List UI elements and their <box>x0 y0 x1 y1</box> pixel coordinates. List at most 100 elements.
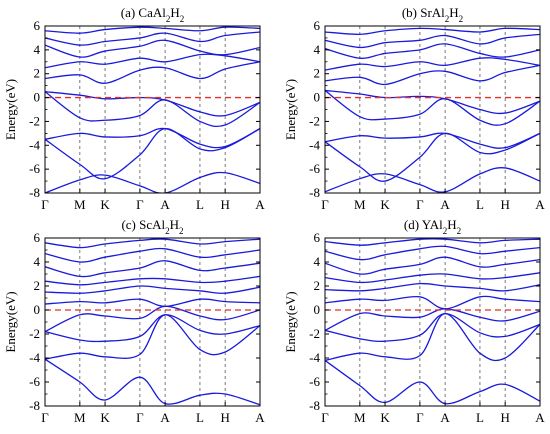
kpoint-label: K <box>380 197 390 212</box>
y-tick-label: 0 <box>314 302 321 317</box>
band-line <box>45 53 260 69</box>
y-axis-title: Energy(eV) <box>283 79 298 140</box>
band-line <box>45 90 260 117</box>
y-tick-label: -6 <box>29 374 40 389</box>
band-line <box>325 359 540 405</box>
kpoint-label: H <box>220 410 229 425</box>
title-text: (c) ScAl <box>121 217 165 232</box>
band-line <box>45 31 260 46</box>
title-subscript: 2 <box>166 14 171 24</box>
bands-group <box>45 26 260 193</box>
title-subscript: 2 <box>165 226 170 236</box>
band-line <box>325 282 540 292</box>
band-line <box>325 295 540 310</box>
y-tick-label: 2 <box>34 278 41 293</box>
bands-group <box>45 238 260 406</box>
kpoint-label: Γ <box>41 410 49 425</box>
kpoint-label: H <box>500 197 509 212</box>
title-subscript: 2 <box>459 14 464 24</box>
title-subscript: 2 <box>179 226 184 236</box>
y-tick-label: 2 <box>314 278 321 293</box>
y-tick-label: 0 <box>314 90 321 105</box>
band-line <box>325 64 540 86</box>
title-subscript: 2 <box>180 14 185 24</box>
y-tick-label: 6 <box>314 230 321 245</box>
title-text: (b) SrAl <box>402 5 445 20</box>
y-tick-label: -4 <box>309 137 320 152</box>
kpoint-label: M <box>354 197 366 212</box>
panel-title: (b) SrAl2H2 <box>402 5 463 24</box>
title-text: (a) CaAl <box>121 5 167 20</box>
bands-group <box>325 27 540 193</box>
y-tick-label: 2 <box>314 66 321 81</box>
band-line <box>45 238 260 249</box>
band-line <box>45 305 260 333</box>
kpoint-label: A <box>535 410 545 425</box>
y-tick-label: -2 <box>29 113 40 128</box>
band-line <box>45 26 260 34</box>
y-tick-label: -8 <box>29 185 40 200</box>
y-tick-label: 4 <box>314 42 321 57</box>
kpoint-label: A <box>440 410 450 425</box>
y-tick-label: 0 <box>34 90 41 105</box>
kpoint-label: K <box>100 410 110 425</box>
kpoint-label: Γ <box>321 410 329 425</box>
band-line <box>325 312 540 342</box>
band-line <box>325 245 540 261</box>
bands-group <box>325 238 540 405</box>
kpoint-label: Γ <box>416 197 424 212</box>
kpoint-label: Γ <box>136 410 144 425</box>
kpoint-label: Γ <box>41 197 49 212</box>
band-line <box>325 27 540 36</box>
band-line <box>45 247 260 263</box>
band-line <box>45 39 260 58</box>
y-tick-label: -2 <box>309 113 320 128</box>
y-tick-label: 4 <box>34 254 41 269</box>
band-line <box>325 312 540 362</box>
y-tick-label: -6 <box>309 161 320 176</box>
kpoint-label: M <box>354 410 366 425</box>
band-line <box>45 358 260 406</box>
band-line <box>45 275 260 286</box>
band-line <box>45 260 260 278</box>
kpoint-label: L <box>476 410 484 425</box>
kpoint-label: H <box>500 410 509 425</box>
panel-title: (d) YAl2H2 <box>404 217 461 236</box>
kpoint-label: A <box>255 410 265 425</box>
band-line <box>45 171 260 193</box>
band-line <box>45 314 260 343</box>
band-line <box>325 256 540 275</box>
y-tick-label: 0 <box>34 302 41 317</box>
band-line <box>45 127 260 180</box>
kpoint-label: L <box>476 197 484 212</box>
kpoint-label: M <box>74 410 86 425</box>
band-line <box>325 238 540 246</box>
y-tick-label: 6 <box>34 18 41 33</box>
title-subscript: 2 <box>457 226 462 236</box>
y-tick-label: 6 <box>314 18 321 33</box>
kpoint-label: L <box>196 410 204 425</box>
kpoint-label: K <box>100 197 110 212</box>
kpoint-label: Γ <box>416 410 424 425</box>
band-line <box>325 33 540 49</box>
title-text: H <box>449 5 458 20</box>
kpoint-label: A <box>160 197 170 212</box>
title-text: (d) YAl <box>404 217 443 232</box>
y-tick-label: 6 <box>34 230 41 245</box>
y-tick-label: 4 <box>34 42 41 57</box>
y-tick-label: -6 <box>29 161 40 176</box>
y-tick-label: -8 <box>309 398 320 413</box>
kpoint-label: A <box>160 410 170 425</box>
band-line <box>325 57 540 71</box>
y-axis-title: Energy(eV) <box>3 79 18 140</box>
band-line <box>325 272 540 284</box>
y-axis-title: Energy(eV) <box>283 291 298 352</box>
kpoint-label: Γ <box>321 197 329 212</box>
y-tick-label: -2 <box>29 326 40 341</box>
band-line <box>325 43 540 59</box>
panel-title: (c) ScAl2H2 <box>121 217 183 236</box>
kpoint-label: A <box>440 197 450 212</box>
